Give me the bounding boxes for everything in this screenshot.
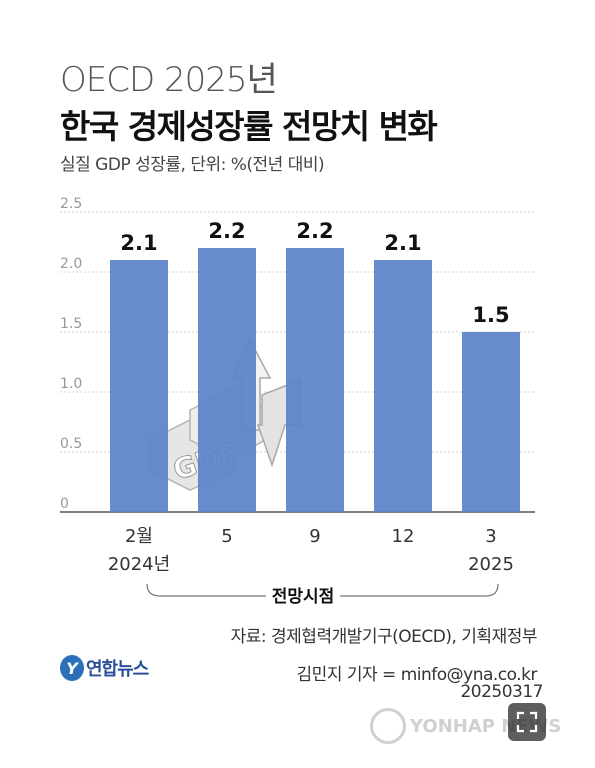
x-tick-sublabel: 2025	[468, 554, 514, 575]
bar	[374, 260, 432, 512]
bar	[198, 248, 256, 512]
x-tick-label: 9	[309, 526, 320, 547]
bar	[110, 260, 168, 512]
chart-subtitle: 실질 GDP 성장률, 단위: %(전년 대비)	[60, 155, 325, 175]
yonhap-logo-icon: Y	[60, 655, 84, 681]
bar-chart: 00.51.01.52.02.5GDP2.12월2024년2.252.292.1…	[60, 196, 535, 607]
publish-date: 20250317	[460, 682, 543, 702]
x-tick-sublabel: 2024년	[108, 554, 170, 575]
bar	[286, 248, 344, 512]
source-note: 자료: 경제협력개발기구(OECD), 기획재정부	[230, 627, 538, 647]
yonhap-logo: Y 연합뉴스	[60, 655, 149, 681]
expand-icon	[516, 711, 538, 733]
y-tick-label: 0.5	[60, 436, 82, 452]
y-tick-label: 2.5	[60, 196, 82, 212]
y-tick-label: 2.0	[60, 256, 82, 272]
x-tick-label: 3	[485, 526, 496, 547]
x-tick-label: 2월	[125, 526, 153, 547]
expand-button[interactable]	[508, 703, 546, 741]
logo-text: 연합뉴스	[86, 659, 149, 680]
chart-title-top: OECD 2025년	[60, 60, 278, 100]
y-tick-label: 0	[60, 496, 69, 512]
chart-title: 한국 경제성장률 전망치 변화	[60, 107, 438, 146]
x-tick-label: 12	[392, 526, 415, 547]
data-label: 2.2	[296, 219, 333, 243]
data-label: 2.1	[120, 231, 157, 255]
data-label: 2.1	[384, 231, 421, 255]
data-label: 1.5	[472, 303, 509, 327]
watermark-logo-icon	[370, 708, 406, 744]
y-tick-label: 1.5	[60, 316, 82, 332]
bracket-line	[146, 583, 499, 597]
bar	[462, 332, 520, 512]
y-tick-label: 1.0	[60, 376, 82, 392]
bracket-label: 전망시점	[272, 587, 335, 607]
reporter-credit: 김민지 기자 = minfo@yna.co.kr	[296, 665, 538, 685]
data-label: 2.2	[208, 219, 245, 243]
x-tick-label: 5	[221, 526, 232, 547]
